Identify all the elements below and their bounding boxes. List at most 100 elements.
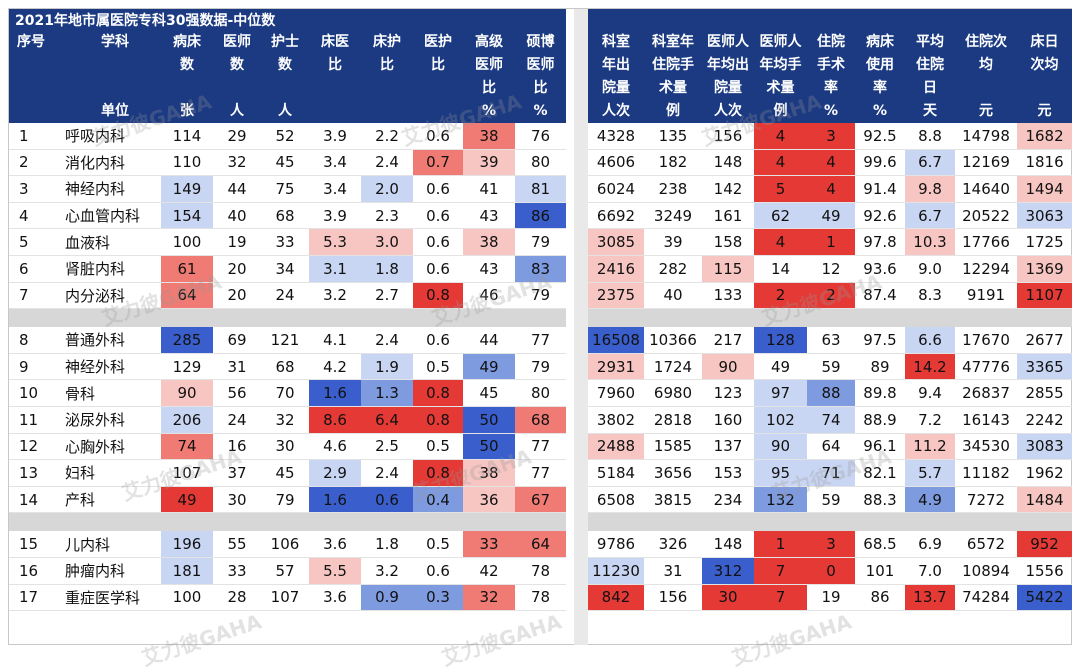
table-cell: 90	[754, 433, 807, 461]
table-cell: 11182	[955, 459, 1017, 487]
table-cell: 7960	[588, 379, 644, 407]
header-line: 人	[278, 103, 292, 119]
table-cell: 6508	[588, 486, 644, 514]
table-cell: 9.4	[905, 379, 955, 407]
table-cell: 39	[463, 149, 515, 177]
table-cell: 6.9	[905, 531, 955, 558]
table-cell: 0.6	[413, 202, 463, 230]
table-row: 2 消化内科 110 32 45 3.4 2.4 0.7 39 80	[9, 149, 567, 177]
table-cell: 88.9	[855, 406, 905, 434]
table-cell: 95	[754, 459, 807, 487]
department-name: 骨科	[53, 379, 161, 407]
table-cell: 75	[261, 175, 309, 203]
table-cell: 4328	[588, 123, 644, 150]
header-line	[413, 100, 463, 123]
table-cell: 3.2	[309, 282, 361, 310]
table-cell: 2.4	[361, 459, 413, 487]
row-index: 2	[9, 149, 53, 177]
table-cell: 842	[588, 584, 644, 612]
table-row: 6692 3249 161 62 49 92.6 6.7 20522 3063	[588, 202, 1073, 230]
table-cell: 1.9	[361, 353, 413, 381]
table-cell: 7.0	[905, 557, 955, 585]
header-line: 比	[431, 57, 445, 73]
header-line: 病床	[173, 34, 201, 50]
table-cell: 88.3	[855, 486, 905, 514]
department-name: 消化内科	[53, 149, 161, 177]
department-name: 重症医学科	[53, 584, 161, 612]
header-line: 科室年	[652, 34, 694, 50]
left-header-cell: 学科 单位	[53, 31, 161, 123]
table-cell: 4.1	[309, 327, 361, 354]
table-cell: 1.8	[361, 531, 413, 558]
table-cell: 3249	[644, 202, 702, 230]
header-line: 住院	[916, 57, 944, 73]
table-cell: 282	[644, 255, 702, 283]
header-line: %	[823, 103, 839, 119]
department-name: 血液科	[53, 228, 161, 256]
left-header-cell: 医师数人	[213, 31, 261, 123]
table-row: 13 妇科 107 37 45 2.9 2.4 0.8 38 77	[9, 459, 567, 487]
table-cell: 79	[515, 282, 567, 310]
table-cell: 1.8	[361, 255, 413, 283]
table-cell: 43	[463, 255, 515, 283]
row-index: 17	[9, 584, 53, 612]
header-line: 数	[230, 57, 244, 73]
table-cell: 6.7	[905, 149, 955, 177]
table-cell: 7272	[955, 486, 1017, 514]
table-cell: 160	[702, 406, 754, 434]
header-line: 医护	[424, 34, 452, 50]
header-line	[17, 100, 53, 123]
table-cell: 5422	[1017, 584, 1073, 612]
header-line	[361, 100, 413, 123]
table-row: 5184 3656 153 95 71 82.1 5.7 11182 1962	[588, 459, 1073, 487]
table-cell: 2242	[1017, 406, 1073, 434]
header-line: 医师人	[759, 34, 802, 50]
table-row: 3 神经内科 149 44 75 3.4 2.0 0.6 41 81	[9, 175, 567, 203]
header-line: 张	[180, 103, 194, 119]
table-cell: 12	[807, 255, 855, 283]
header-line: 床日	[1030, 34, 1059, 50]
data-table-panel: 2021年地市属医院专科30强数据-中位数 序号 学科 单位 病床数张医师数人护士数人…	[8, 8, 1073, 671]
table-cell: 14798	[955, 123, 1017, 150]
header-line: 人次	[602, 103, 630, 119]
row-index: 1	[9, 123, 53, 150]
table-cell: 5.3	[309, 228, 361, 256]
left-header-cell: 序号	[9, 31, 53, 123]
table-cell: 2818	[644, 406, 702, 434]
table-cell: 96.1	[855, 433, 905, 461]
table-cell: 1682	[1017, 123, 1073, 150]
department-name: 普通外科	[53, 327, 161, 354]
left-header-row: 序号 学科 单位 病床数张医师数人护士数人床医比床护比医护比高级 医师比% 硕博 医师比%	[9, 31, 567, 123]
table-cell: 13.7	[905, 584, 955, 612]
table-cell: 0.8	[413, 459, 463, 487]
table-cell: 0.6	[413, 123, 463, 150]
table-cell: 2.0	[361, 175, 413, 203]
table-cell: 79	[515, 228, 567, 256]
table-cell: 14.2	[905, 353, 955, 381]
right-header-cell: 住院次均元	[955, 31, 1017, 123]
header-line: 数	[278, 57, 292, 73]
table-cell: 81	[515, 175, 567, 203]
table-row: 16508 10366 217 128 63 97.5 6.6 17670 2677	[588, 327, 1073, 354]
table-cell: 90	[161, 379, 213, 407]
table-cell: 0.6	[413, 228, 463, 256]
table-cell: 29	[213, 123, 261, 150]
table-row: 7 内分泌科 64 20 24 3.2 2.7 0.8 46 79	[9, 282, 567, 310]
table-cell: 1	[807, 228, 855, 256]
table-cell: 128	[754, 327, 807, 354]
right-data-table: 科室 年出 院量 人次 科室年 住院手 术量例医师人 年均出 院量 人次 医师人 年均手 术量例住院 手术…	[588, 9, 1073, 612]
table-cell: 32	[463, 584, 515, 612]
table-cell: 68.5	[855, 531, 905, 558]
table-cell: 3365	[1017, 353, 1073, 381]
header-line: 使用	[866, 57, 894, 73]
row-index: 14	[9, 486, 53, 514]
table-row: 10 骨科 90 56 70 1.6 1.3 0.8 45 80	[9, 379, 567, 407]
table-cell: 30	[261, 433, 309, 461]
header-line: 年出	[602, 57, 630, 73]
group-separator	[588, 512, 1073, 532]
table-cell: 20	[213, 255, 261, 283]
table-cell: 206	[161, 406, 213, 434]
table-cell: 77	[515, 459, 567, 487]
left-header-cell: 护士数人	[261, 31, 309, 123]
right-header-cell: 科室年 住院手 术量例	[644, 31, 702, 123]
